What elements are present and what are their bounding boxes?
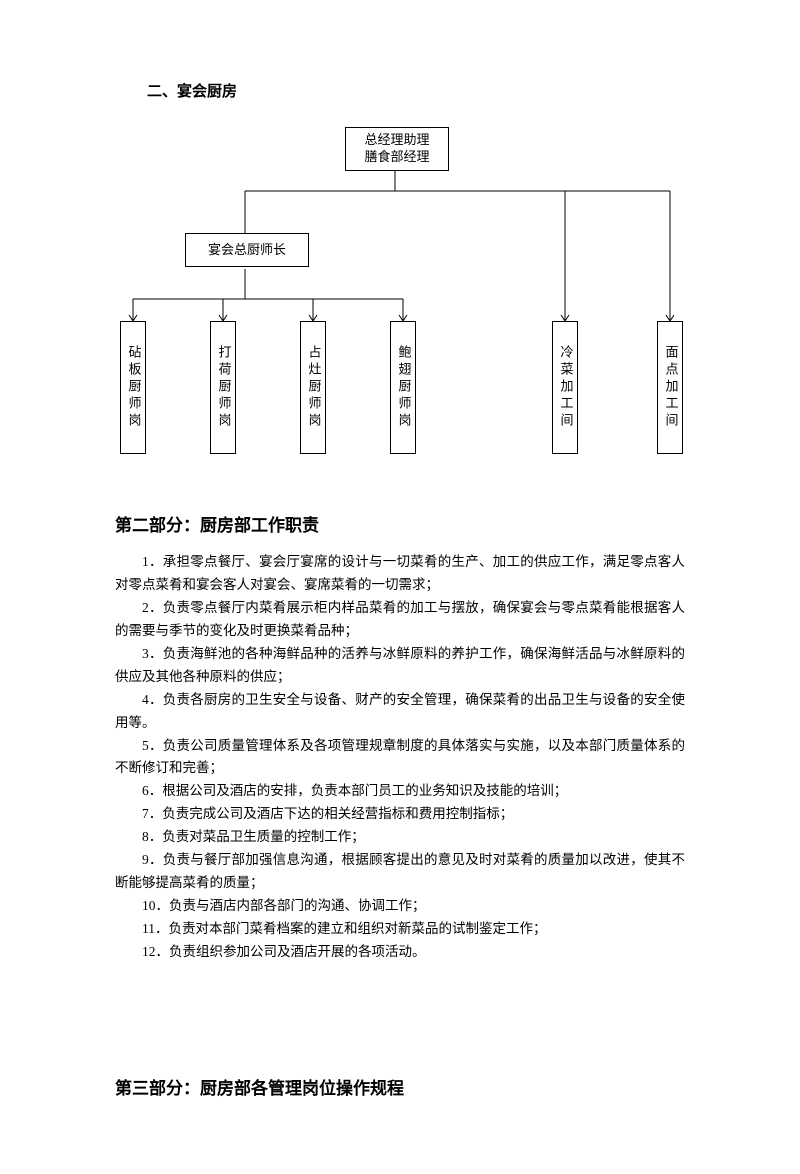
org-node-top-line1: 总经理助理: [364, 132, 429, 149]
duty-item: 3．负责海鲜池的各种海鲜品种的活养与冰鲜原料的养护工作，确保海鲜活品与冰鲜原料的…: [115, 643, 685, 689]
duty-item: 12．负责组织参加公司及酒店开展的各项活动。: [115, 941, 685, 964]
duty-item: 4．负责各厨房的卫生安全与设备、财产的安全管理，确保菜肴的出品卫生与设备的安全使…: [115, 689, 685, 735]
duty-item: 10．负责与酒店内部各部门的沟通、协调工作；: [115, 895, 685, 918]
duty-item: 11．负责对本部门菜肴档案的建立和组织对新菜品的试制鉴定工作；: [115, 918, 685, 941]
org-node-top-line2: 膳食部经理: [364, 149, 429, 166]
org-node-top: 总经理助理 膳食部经理: [345, 127, 449, 171]
duty-item: 2．负责零点餐厅内菜肴展示柜内样品菜肴的加工与摆放，确保宴会与零点菜肴能根据客人…: [115, 597, 685, 643]
duty-item: 8．负责对菜品卫生质量的控制工作；: [115, 826, 685, 849]
duty-item: 6．根据公司及酒店的安排，负责本部门员工的业务知识及技能的培训；: [115, 780, 685, 803]
heading-banquet-kitchen: 二、宴会厨房: [147, 80, 685, 101]
duty-item: 5．负责公司质量管理体系及各项管理规章制度的具体落实与实施，以及本部门质量体系的…: [115, 735, 685, 781]
section-2-title: 第二部分：厨房部工作职责: [115, 511, 685, 536]
org-leaf-0: 砧板厨师岗: [120, 321, 146, 454]
org-leaf-3: 鲍翅厨师岗: [390, 321, 416, 454]
org-leaf-2: 占灶厨师岗: [300, 321, 326, 454]
duties-list: 1．承担零点餐厅、宴会厅宴席的设计与一切菜肴的生产、加工的供应工作，满足零点客人…: [115, 551, 685, 964]
org-leaf-5: 面点加工间: [657, 321, 683, 454]
org-leaf-1: 打荷厨师岗: [210, 321, 236, 454]
org-leaf-4: 冷菜加工间: [552, 321, 578, 454]
duty-item: 9．负责与餐厅部加强信息沟通，根据顾客提出的意见及时对菜肴的质量加以改进，使其不…: [115, 849, 685, 895]
duty-item: 7．负责完成公司及酒店下达的相关经营指标和费用控制指标；: [115, 803, 685, 826]
org-chart: 总经理助理 膳食部经理 宴会总厨师长 砧板厨师岗 打荷厨师岗 占灶厨师岗 鲍翅厨…: [115, 121, 685, 471]
org-node-mid: 宴会总厨师长: [185, 233, 309, 267]
duty-item: 1．承担零点餐厅、宴会厅宴席的设计与一切菜肴的生产、加工的供应工作，满足零点客人…: [115, 551, 685, 597]
section-3-title: 第三部分：厨房部各管理岗位操作规程: [115, 1074, 685, 1099]
